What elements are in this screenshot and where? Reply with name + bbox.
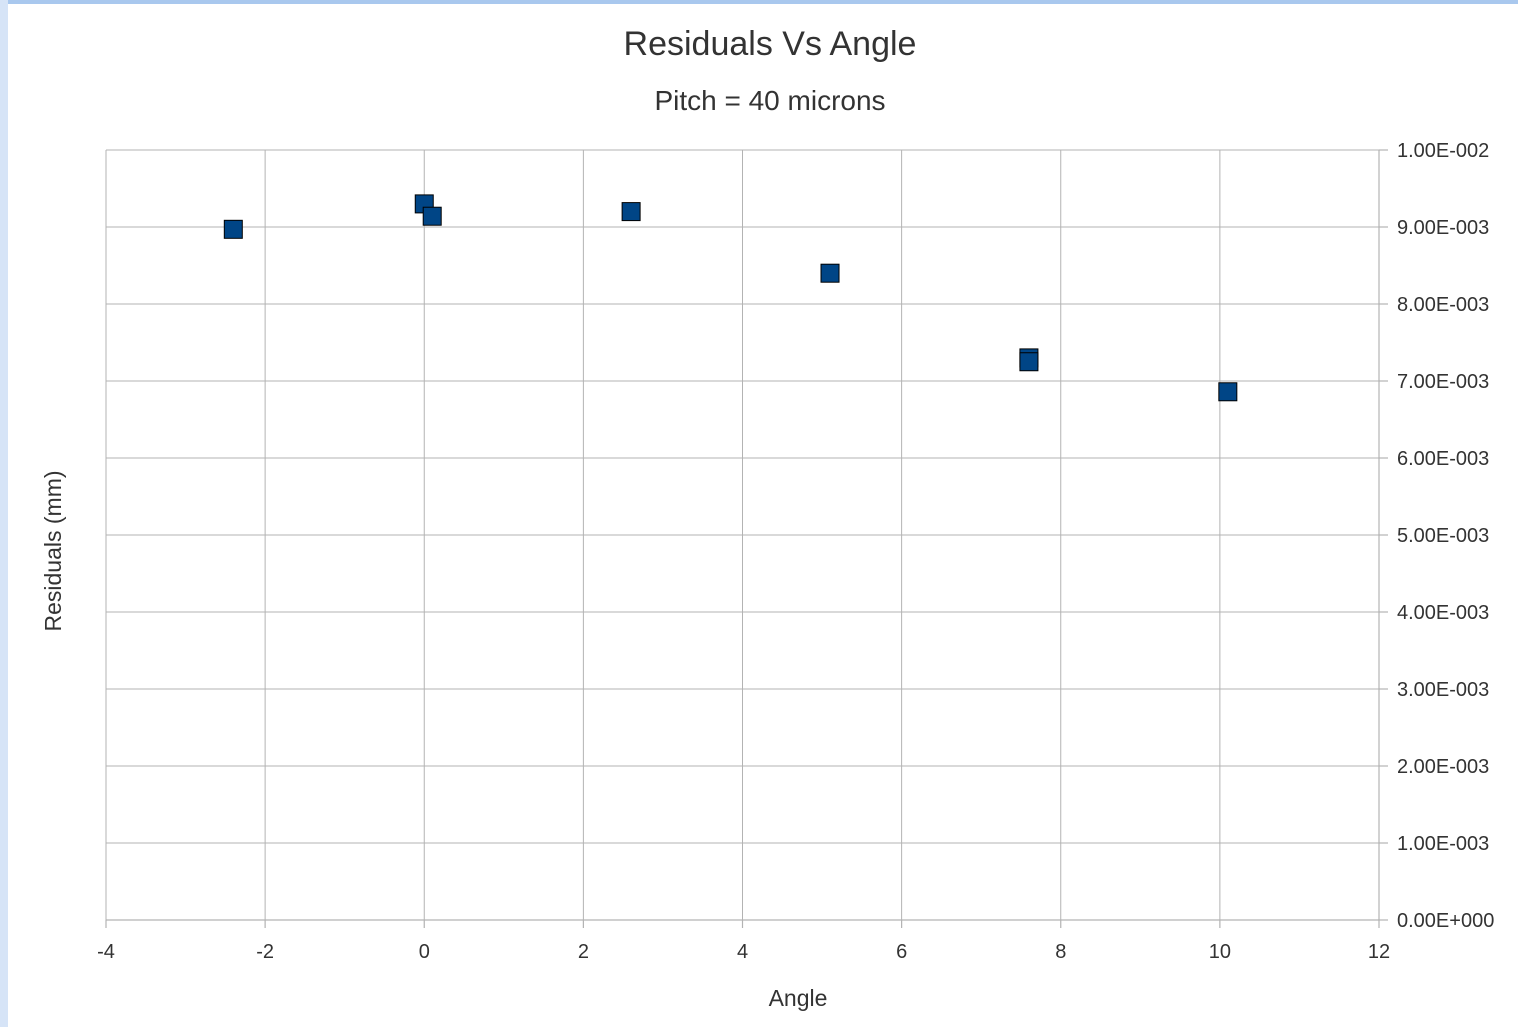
x-tick-label: 2 <box>578 941 589 963</box>
x-tick-label: -4 <box>97 941 115 963</box>
x-tick-label: -2 <box>256 941 274 963</box>
x-tick-label: 0 <box>419 941 430 963</box>
x-tick-label: 10 <box>1209 941 1231 963</box>
chart-title: Residuals Vs Angle <box>624 25 917 63</box>
x-tick-label: 4 <box>737 941 748 963</box>
data-point <box>1019 352 1039 372</box>
frame-top-border <box>0 0 1518 4</box>
y-tick-label: 9.00E-003 <box>1397 217 1489 239</box>
x-tick-label: 6 <box>896 941 907 963</box>
data-point <box>820 263 840 283</box>
y-tick-label: 8.00E-003 <box>1397 294 1489 316</box>
y-tick-label: 7.00E-003 <box>1397 371 1489 393</box>
grid-lines <box>105 149 1380 921</box>
y-tick-label: 1.00E-002 <box>1397 140 1489 162</box>
frame-left-border <box>0 0 8 1027</box>
x-tick-label: 12 <box>1368 941 1390 963</box>
x-axis-label: Angle <box>769 985 828 1011</box>
data-point <box>621 202 641 222</box>
tick-labels: -4 -2 0 2 4 6 8 10 12 0.00E+000 1.00E-003 2.00E-003… <box>97 140 1494 963</box>
y-tick-label: 0.00E+000 <box>1397 910 1494 932</box>
y-tick-label: 4.00E-003 <box>1397 602 1489 624</box>
axes <box>105 149 1388 928</box>
data-point <box>422 206 442 226</box>
x-tick-label: 8 <box>1055 941 1066 963</box>
data-point <box>223 219 243 239</box>
y-tick-label: 2.00E-003 <box>1397 756 1489 778</box>
y-tick-label: 6.00E-003 <box>1397 448 1489 470</box>
y-tick-label: 3.00E-003 <box>1397 679 1489 701</box>
data-point <box>1218 382 1238 402</box>
y-tick-label: 5.00E-003 <box>1397 525 1489 547</box>
chart-subtitle: Pitch = 40 microns <box>654 85 885 116</box>
data-points <box>223 194 1238 402</box>
y-axis-label: Residuals (mm) <box>40 470 66 631</box>
y-tick-label: 1.00E-003 <box>1397 833 1489 855</box>
